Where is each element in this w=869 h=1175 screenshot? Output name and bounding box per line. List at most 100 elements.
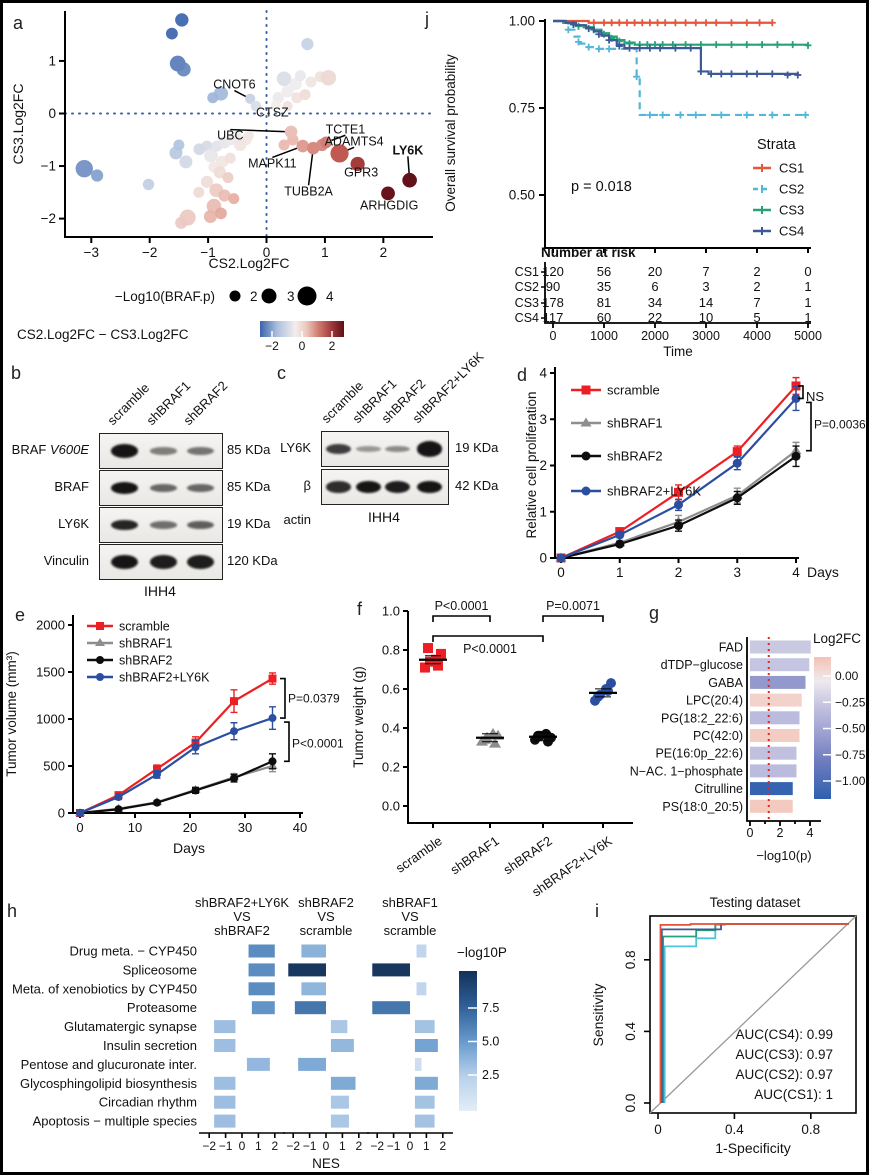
- protein-band: [356, 446, 382, 452]
- svg-text:3: 3: [733, 565, 741, 580]
- facet-title: VS: [401, 909, 419, 924]
- svg-text:−Log10(BRAF.p): −Log10(BRAF.p): [115, 289, 215, 304]
- protein-band: [186, 555, 214, 569]
- diagonal: [649, 915, 857, 1114]
- svg-text:0: 0: [76, 820, 83, 835]
- svg-text:CS4: CS4: [515, 311, 539, 325]
- axes: [72, 615, 303, 814]
- gene-dot-CTSZ: [250, 100, 262, 112]
- bar-FAD: [750, 640, 811, 654]
- km-curve-CS2: [553, 19, 806, 117]
- svg-text:2.5: 2.5: [482, 1068, 499, 1082]
- svg-text:Tumor weight (g): Tumor weight (g): [351, 666, 366, 768]
- gene-dot-GPR3: [350, 156, 365, 172]
- svg-text:1: 1: [804, 279, 811, 294]
- protein-band: [325, 443, 351, 455]
- svg-text:0: 0: [239, 1139, 246, 1153]
- bar-PS(18:0_20:5): [750, 799, 793, 813]
- svg-text:20: 20: [648, 264, 662, 279]
- svg-text:0.0: 0.0: [382, 799, 400, 814]
- svg-text:20: 20: [183, 820, 197, 835]
- blot-strip: [321, 431, 449, 467]
- svg-text:CS4: CS4: [779, 224, 804, 239]
- svg-text:0: 0: [407, 1139, 414, 1153]
- svg-text:1: 1: [48, 53, 56, 68]
- gene-label-LY6K: LY6K: [392, 143, 423, 157]
- svg-text:0: 0: [263, 245, 271, 260]
- svg-text:Days: Days: [173, 840, 205, 856]
- svg-text:22: 22: [648, 310, 662, 325]
- gene-dot-TUBB2A: [306, 141, 320, 155]
- svg-text:NS: NS: [806, 389, 824, 404]
- blot-strip: [99, 470, 223, 506]
- svg-text:2: 2: [355, 1139, 362, 1153]
- panel-h-label: h: [7, 901, 18, 921]
- bar-N−AC. 1−phosphate: [750, 764, 797, 778]
- svg-text:0: 0: [557, 565, 565, 580]
- svg-text:P=0.0036: P=0.0036: [814, 418, 866, 432]
- svg-text:Tumor volume (mm³): Tumor volume (mm³): [4, 651, 19, 777]
- svg-text:CS2.Log2FC: CS2.Log2FC: [209, 255, 290, 271]
- pathway-label: Insulin secretion: [103, 1038, 197, 1053]
- colorbar: [814, 657, 831, 799]
- svg-text:10: 10: [699, 310, 713, 325]
- target-label: BRAF V600E: [11, 442, 89, 457]
- svg-text:1500: 1500: [36, 665, 65, 680]
- molecular-weight-label: 120 KDa: [227, 553, 278, 568]
- svg-text:−2: −2: [202, 1139, 216, 1153]
- bar-PC(42:0): [750, 729, 800, 742]
- svg-text:scramble: scramble: [607, 383, 660, 398]
- facet-title: VS: [233, 909, 251, 924]
- molecular-weight-label: 42 KDa: [455, 478, 499, 493]
- protein-band: [416, 480, 442, 494]
- panel-f-label: f: [357, 599, 363, 619]
- svg-text:1: 1: [539, 504, 547, 519]
- gene-label-TCTE1: TCTE1: [326, 122, 366, 136]
- target-label: β actin: [283, 478, 311, 527]
- panel-g-metabolite-bars: FAD dTDP−glucose GABA LPC(20:4) PG(18:2_22:6…: [630, 631, 866, 863]
- svg-text:3000: 3000: [692, 329, 720, 343]
- svg-text:14: 14: [699, 295, 713, 310]
- panel-d-label: d: [517, 365, 528, 385]
- cell-line-label: IHH4: [368, 509, 400, 525]
- protein-band: [149, 484, 177, 492]
- series-scramble: [79, 677, 274, 814]
- svg-text:0.4: 0.4: [382, 721, 400, 736]
- svg-text:NES: NES: [312, 1156, 340, 1171]
- svg-text:−3: −3: [84, 245, 99, 260]
- svg-text:−1: −1: [387, 1139, 401, 1153]
- target-label: LY6K: [280, 440, 311, 455]
- svg-text:2: 2: [439, 1139, 446, 1153]
- gene-dot-ADAMTS4: [330, 144, 349, 163]
- target-label: LY6K: [58, 516, 89, 531]
- axes: [64, 11, 433, 238]
- svg-text:0.00: 0.00: [835, 669, 859, 683]
- svg-text:1: 1: [804, 310, 811, 325]
- blot-strip: [321, 469, 449, 505]
- svg-text:shBRAF2+LY6K: shBRAF2+LY6K: [119, 671, 210, 685]
- protein-band: [385, 445, 411, 453]
- svg-text:81: 81: [597, 295, 611, 310]
- svg-text:1.0: 1.0: [382, 604, 400, 619]
- svg-text:3: 3: [287, 289, 295, 304]
- svg-text:10: 10: [128, 820, 142, 835]
- svg-text:CS3.Log2FC: CS3.Log2FC: [10, 84, 26, 165]
- axes: [407, 611, 633, 824]
- svg-text:CS1: CS1: [779, 161, 804, 176]
- svg-text:0: 0: [58, 806, 65, 821]
- colorbar: [260, 321, 344, 337]
- protein-band: [110, 444, 138, 458]
- protein-band: [110, 519, 138, 531]
- bar-Citrulline: [750, 782, 793, 796]
- group-label-scramble: scramble: [393, 833, 445, 876]
- svg-text:1-Specificity: 1-Specificity: [715, 1140, 790, 1156]
- svg-text:−log10P: −log10P: [457, 945, 507, 960]
- svg-text:Sensitivity: Sensitivity: [590, 983, 606, 1046]
- svg-text:1000: 1000: [36, 712, 65, 727]
- facet-title: shBRAF2+LY6K: [195, 895, 289, 910]
- svg-text:0.4: 0.4: [725, 1122, 744, 1137]
- protein-band: [186, 484, 214, 492]
- panel-i-roc-curves: Testing dataset 0 0.4 0.8 0.0 0.4 0.8 1-Specifi…: [590, 895, 857, 1156]
- svg-text:40: 40: [293, 820, 307, 835]
- bar-PE(16:0p_22:6): [750, 746, 797, 760]
